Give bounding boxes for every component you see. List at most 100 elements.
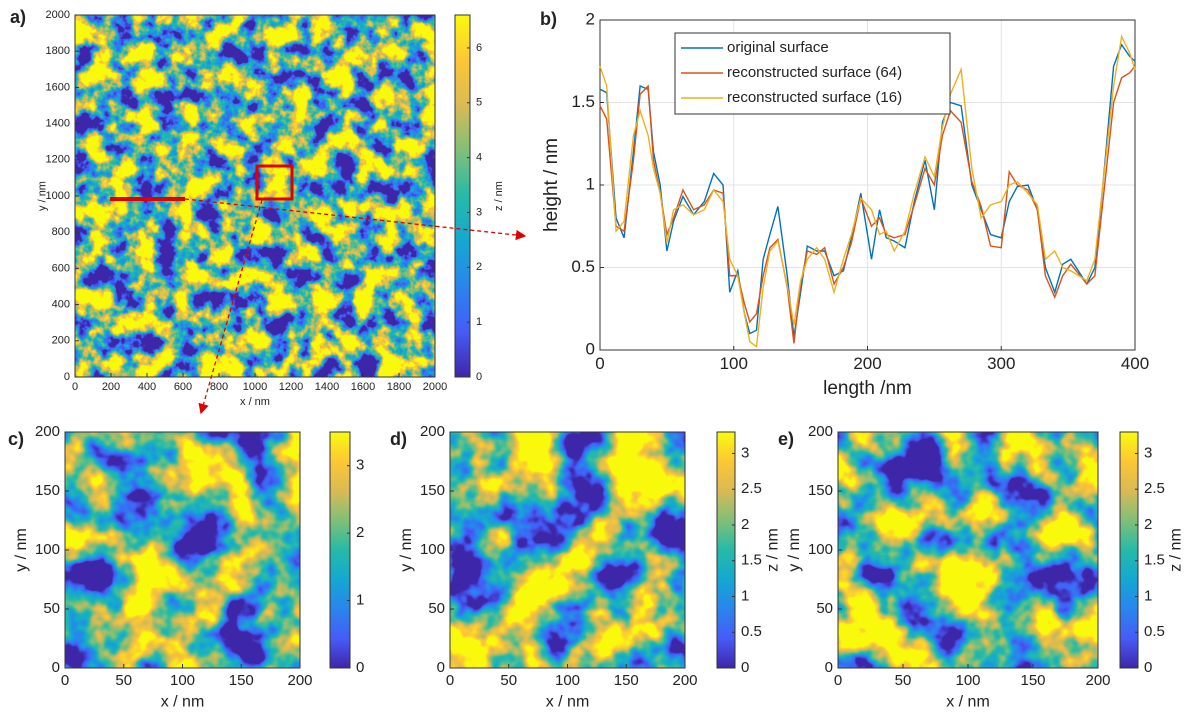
legend-label: reconstructed surface (16) [727, 89, 902, 106]
annotations [110, 164, 527, 415]
x-axis-label: length /nm [823, 378, 912, 399]
plot-frame [599, 19, 1136, 351]
y-tick-label: 100 [420, 541, 445, 558]
panel-label: d) [390, 429, 407, 449]
x-axis-label: x / nm [946, 693, 990, 710]
x-axis-label: x / nm [240, 396, 270, 408]
colorbar-tick-label: 2 [476, 261, 482, 273]
y-tick-label: 0 [64, 371, 70, 383]
colorbar-tick-label: 2 [356, 524, 364, 541]
colorbar-tick-label: 2.5 [1144, 480, 1165, 497]
y-axis-label: y / nm [786, 528, 803, 572]
y-tick-label: 100 [808, 541, 833, 558]
arrow [184, 198, 527, 241]
x-tick-label: 100 [720, 354, 748, 373]
x-axis-label: x / nm [161, 693, 205, 710]
y-tick-label: 0 [586, 339, 595, 358]
colorbar-tick-label: 4 [476, 152, 482, 164]
x-tick-label: 400 [138, 381, 156, 393]
colorbar-tick-label: 0 [476, 371, 482, 383]
y-axis-label: height / nm [541, 138, 562, 232]
panel-label: e) [778, 429, 794, 449]
y-tick-label: 600 [52, 262, 70, 274]
y-axis-label: y / nm [398, 528, 415, 572]
x-tick-label: 1000 [243, 381, 267, 393]
y-tick-label: 200 [35, 423, 60, 440]
x-tick-label: 200 [672, 672, 697, 689]
surface-image [450, 432, 685, 668]
legend-label: original surface [727, 39, 829, 56]
colorbar-tick-label: 1 [741, 587, 749, 604]
y-tick-label: 1.5 [571, 92, 595, 111]
colorbar [716, 431, 736, 669]
y-tick-label: 150 [808, 482, 833, 499]
y-tick-label: 0.5 [571, 257, 595, 276]
x-tick-label: 800 [210, 381, 228, 393]
x-tick-label: 50 [500, 672, 517, 689]
plot-frame [64, 431, 301, 669]
y-tick-label: 50 [816, 600, 833, 617]
y-tick-label: 150 [35, 482, 60, 499]
y-tick-label: 2 [586, 9, 595, 28]
surface-image [838, 432, 1098, 668]
colorbar-tick-label: 2 [1144, 516, 1152, 533]
series-line [599, 65, 1136, 344]
y-tick-label: 200 [420, 423, 445, 440]
y-axis-label: y / nm [13, 528, 30, 572]
y-tick-label: 0 [437, 659, 445, 676]
x-tick-label: 100 [555, 672, 580, 689]
colorbar-tick-label: 1 [356, 592, 364, 609]
x-tick-label: 1200 [279, 381, 303, 393]
x-tick-label: 200 [102, 381, 120, 393]
colorbar-tick-label: 0 [741, 659, 749, 676]
x-tick-label: 150 [614, 672, 639, 689]
y-tick-label: 200 [52, 335, 70, 347]
colorbar-tick-label: 6 [476, 42, 482, 54]
colorbar-tick-label: 0.5 [1144, 623, 1165, 640]
colorbar-tick-label: 1 [1144, 587, 1152, 604]
y-tick-label: 50 [428, 600, 445, 617]
plot-frame [74, 14, 436, 378]
colorbar-label: z / nm [765, 528, 782, 572]
colorbar-tick-label: 0 [356, 659, 364, 676]
colorbar-tick-label: 1.5 [741, 552, 762, 569]
x-tick-label: 600 [174, 381, 192, 393]
x-tick-label: 150 [1020, 672, 1045, 689]
x-axis-label: x / nm [546, 693, 590, 710]
colorbar-label: z / nm [493, 181, 505, 211]
y-tick-label: 400 [52, 299, 70, 311]
x-tick-label: 400 [1121, 354, 1149, 373]
y-tick-label: 100 [35, 541, 60, 558]
x-tick-label: 1800 [387, 381, 411, 393]
panel-label: a) [10, 7, 26, 27]
x-tick-label: 50 [895, 672, 912, 689]
x-tick-label: 100 [955, 672, 980, 689]
plot-frame [449, 431, 686, 669]
y-tick-label: 1400 [46, 118, 70, 130]
x-tick-label: 0 [595, 354, 604, 373]
colorbar-tick-label: 2 [741, 516, 749, 533]
colorbar-tick-label: 3 [476, 206, 482, 218]
panel-label: b) [540, 9, 557, 29]
x-tick-label: 0 [446, 672, 454, 689]
y-tick-label: 1000 [46, 190, 70, 202]
y-axis-label: y / nm [36, 181, 48, 211]
colorbar-tick-label: 0 [1144, 659, 1152, 676]
y-tick-label: 800 [52, 226, 70, 238]
colorbar-tick-label: 0.5 [741, 623, 762, 640]
y-tick-label: 2000 [46, 9, 70, 21]
x-tick-label: 0 [61, 672, 69, 689]
x-tick-label: 1600 [351, 381, 375, 393]
y-tick-label: 0 [825, 659, 833, 676]
surface-image [75, 15, 435, 377]
panel-label: c) [8, 429, 24, 449]
x-tick-label: 200 [1085, 672, 1110, 689]
zoom-box [255, 164, 294, 201]
x-tick-label: 0 [72, 381, 78, 393]
x-tick-label: 1400 [315, 381, 339, 393]
plot-frame [837, 431, 1099, 669]
colorbar-tick-label: 5 [476, 97, 482, 109]
panels: 0 200 400 600 800 1000 1200 1400 1600 1800 2000020… [8, 7, 1185, 711]
legend-label: reconstructed surface (64) [727, 64, 902, 81]
